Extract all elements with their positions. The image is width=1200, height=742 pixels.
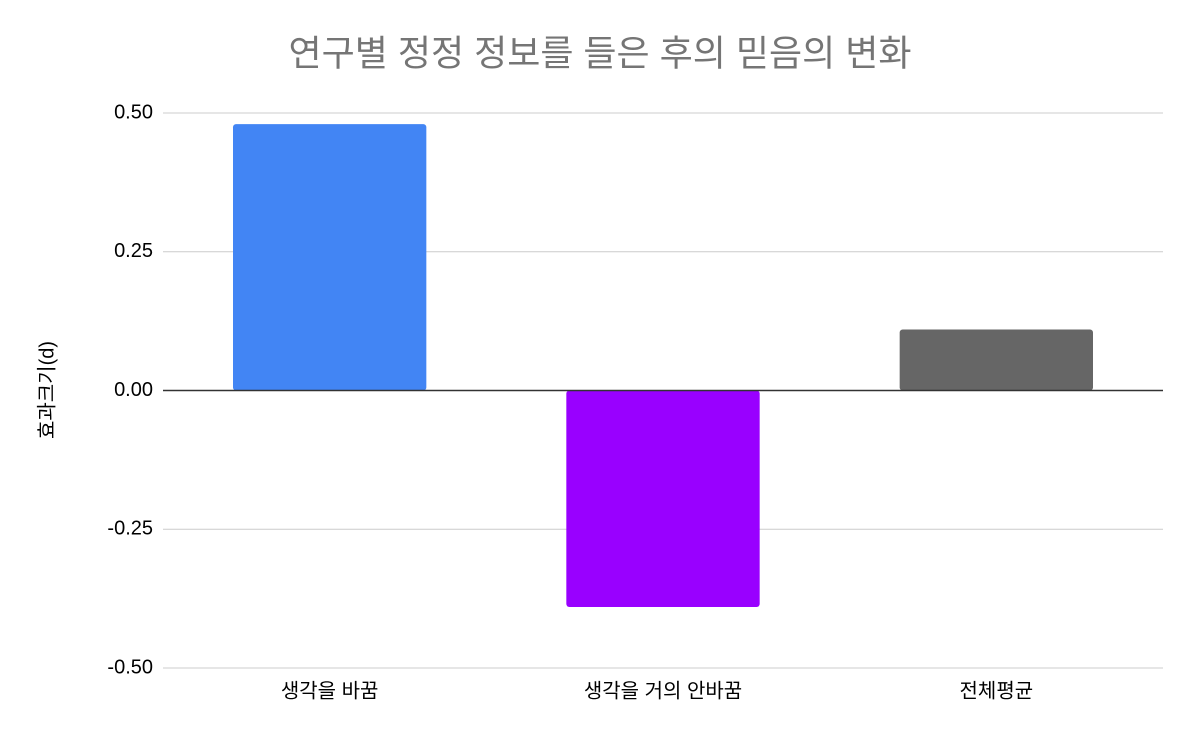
x-tick-label: 생각을 거의 안바꿈 bbox=[584, 679, 742, 702]
x-tick-label: 생각을 바꿈 bbox=[281, 679, 379, 702]
y-tick-label: 0.25 bbox=[114, 240, 153, 262]
y-axis-label: 효과크기(d) bbox=[35, 341, 58, 439]
chart-title: 연구별 정정 정보를 들은 후의 믿음의 변화 bbox=[288, 33, 911, 74]
bar bbox=[233, 124, 427, 391]
bar bbox=[899, 329, 1093, 391]
y-tick-label: 0.00 bbox=[114, 379, 153, 401]
y-tick-label: -0.50 bbox=[107, 656, 153, 678]
bar bbox=[566, 390, 760, 607]
x-tick-label: 전체평균 bbox=[960, 679, 1034, 702]
y-tick-label: 0.50 bbox=[114, 101, 153, 123]
y-tick-label: -0.25 bbox=[107, 518, 153, 540]
